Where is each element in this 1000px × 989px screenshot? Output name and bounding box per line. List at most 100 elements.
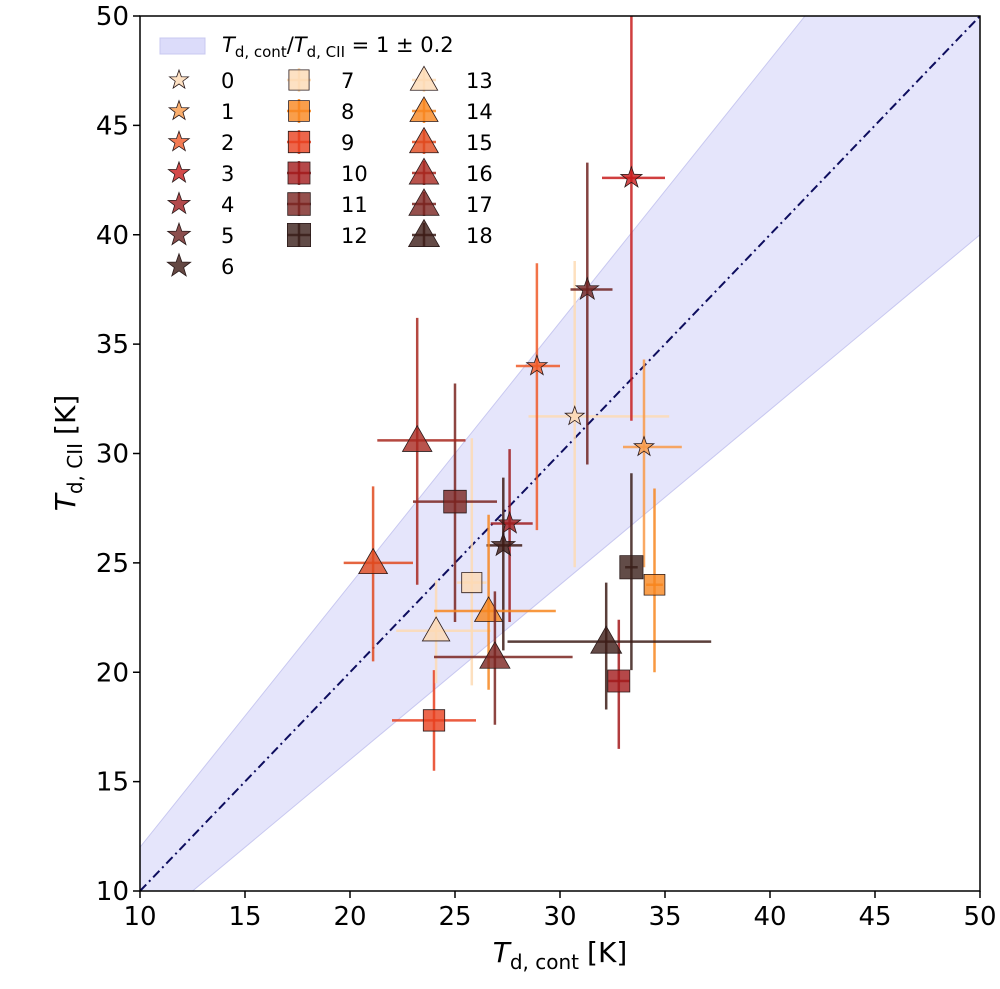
legend-marker-12 (287, 223, 311, 247)
y-tick-label-50: 50 (96, 2, 129, 32)
data-point-4 (490, 449, 533, 622)
data-point-17 (434, 591, 573, 725)
legend-marker-14 (409, 96, 439, 122)
square-marker-10 (607, 669, 631, 693)
legend-label-10: 10 (341, 162, 368, 186)
legend-item-17: 17 (408, 188, 493, 217)
legend: Td, cont/Td, CII = 1 ± 0.2 0123456789101… (159, 33, 493, 279)
legend-band-label: Td, cont/Td, CII = 1 ± 0.2 (222, 33, 454, 61)
y-tick-label-40: 40 (96, 221, 129, 251)
legend-label-16: 16 (466, 162, 493, 186)
plot-area (140, 16, 980, 891)
legend-label-6: 6 (221, 255, 234, 279)
data-point-3 (602, 16, 665, 421)
y-tick-label-10: 10 (96, 877, 129, 907)
triangle-marker-17 (479, 641, 511, 669)
legend-item-18: 18 (407, 218, 493, 248)
y-tick-label-25: 25 (96, 549, 129, 579)
star-marker-0 (564, 405, 586, 426)
legend-item-3: 3 (167, 160, 234, 186)
y-tick-label-15: 15 (96, 768, 129, 798)
legend-marker-0 (168, 68, 190, 90)
legend-label-2: 2 (221, 131, 234, 155)
data-point-15 (343, 486, 413, 662)
legend-marker-4 (166, 191, 192, 215)
data-point-16 (377, 317, 466, 585)
legend-label-14: 14 (466, 100, 493, 124)
legend-marker-9 (287, 130, 311, 154)
legend-item-10: 10 (287, 161, 368, 186)
legend-marker-16 (408, 157, 440, 185)
x-tick-label-10: 10 (123, 902, 156, 932)
triangle-marker-18 (590, 625, 623, 654)
data-point-6 (486, 477, 523, 651)
y-tick-label-35: 35 (96, 330, 129, 360)
legend-marker-18 (407, 218, 441, 247)
legend-label-9: 9 (341, 131, 354, 155)
data-point-12 (619, 473, 644, 671)
x-axis-label: Td, cont [K] (493, 936, 628, 974)
data-point-13 (396, 580, 491, 684)
legend-label-5: 5 (221, 224, 234, 248)
legend-marker-7 (288, 69, 310, 91)
x-tick-label-50: 50 (963, 902, 996, 932)
legend-item-2: 2 (167, 130, 234, 155)
square-marker-11 (443, 489, 467, 514)
x-tick-label-20: 20 (333, 902, 366, 932)
legend-item-14: 14 (409, 96, 493, 124)
legend-label-7: 7 (341, 69, 354, 93)
legend-label-17: 17 (466, 193, 493, 217)
legend-label-13: 13 (466, 69, 493, 93)
legend-marker-17 (408, 188, 440, 216)
legend-item-16: 16 (408, 157, 493, 186)
legend-item-11: 11 (287, 192, 368, 217)
legend-label-1: 1 (221, 100, 234, 124)
data-point-1 (623, 359, 682, 568)
data-point-7 (457, 438, 487, 686)
legend-item-12: 12 (287, 223, 368, 248)
triangle-marker-15 (358, 547, 389, 575)
x-tick-label-15: 15 (228, 902, 261, 932)
square-marker-8 (643, 573, 666, 596)
x-tick-label-30: 30 (543, 902, 576, 932)
ratio-band (140, 16, 980, 891)
legend-item-5: 5 (166, 221, 234, 248)
legend-marker-11 (287, 192, 311, 216)
legend-label-0: 0 (221, 69, 234, 93)
data-point-11 (413, 383, 497, 622)
legend-label-11: 11 (341, 193, 368, 217)
star-marker-1 (632, 435, 656, 457)
star-marker-6 (490, 531, 517, 557)
y-axis-label: Td, CII[K] (49, 395, 87, 512)
data-point-18 (507, 582, 712, 710)
x-tick-label-45: 45 (858, 902, 891, 932)
legend-marker-13 (409, 65, 439, 91)
legend-item-8: 8 (287, 99, 354, 124)
legend-marker-1 (167, 99, 191, 121)
legend-marker-5 (166, 221, 192, 246)
legend-marker-2 (167, 130, 191, 152)
legend-label-4: 4 (221, 193, 234, 217)
y-tick-label-45: 45 (96, 111, 129, 141)
legend-item-1: 1 (167, 99, 234, 124)
legend-label-12: 12 (341, 224, 368, 248)
one-to-one-line (140, 16, 980, 891)
square-marker-7 (461, 572, 483, 594)
legend-marker-3 (167, 160, 191, 183)
legend-item-9: 9 (287, 130, 354, 155)
legend-item-0: 0 (168, 68, 234, 93)
triangle-marker-13 (421, 616, 451, 642)
x-tick-label-40: 40 (753, 902, 786, 932)
square-marker-9 (422, 709, 446, 732)
legend-band-swatch (159, 37, 206, 55)
star-marker-2 (525, 354, 549, 376)
x-tick-label-35: 35 (648, 902, 681, 932)
legend-item-7: 7 (287, 68, 354, 93)
star-marker-3 (619, 165, 644, 188)
data-point-0 (528, 261, 670, 568)
data-point-2 (515, 263, 560, 531)
square-marker-12 (619, 555, 644, 580)
legend-marker-8 (288, 100, 310, 122)
